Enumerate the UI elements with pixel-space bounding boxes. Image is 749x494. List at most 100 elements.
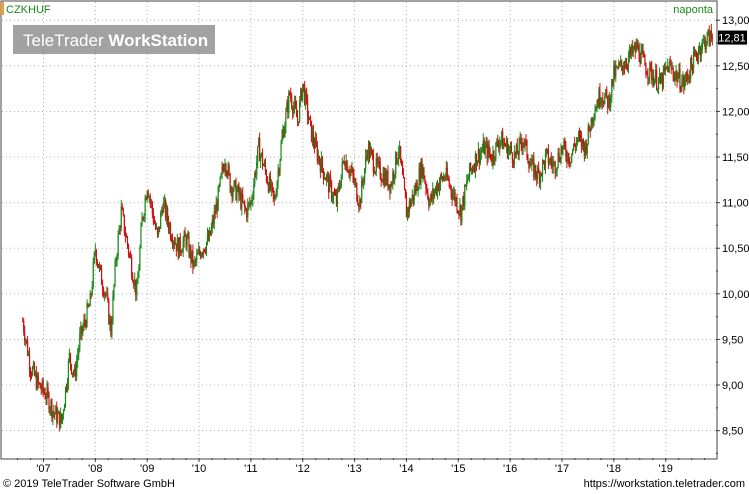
candle-body — [71, 372, 74, 374]
candle-body — [114, 262, 116, 285]
candle-body — [351, 168, 353, 172]
candle-body — [70, 364, 73, 374]
candle-body — [134, 279, 136, 286]
candle-body — [622, 65, 624, 71]
candle-body — [630, 45, 632, 55]
candle-body — [702, 39, 704, 41]
candle-body — [320, 157, 323, 173]
candle-body — [190, 246, 192, 262]
candle-body — [90, 293, 92, 295]
candle-body — [572, 150, 574, 154]
symbol-label[interactable]: CZKHUF — [6, 4, 51, 16]
candle-body — [664, 66, 666, 71]
candle-body — [230, 187, 232, 192]
candle-body — [641, 49, 643, 51]
candle-body — [548, 162, 550, 164]
candle-body — [272, 187, 274, 196]
candle-body — [401, 165, 404, 175]
candle-body — [599, 89, 601, 105]
candle-body — [706, 32, 708, 44]
candle-body — [57, 413, 59, 423]
candle-body — [612, 79, 614, 85]
candle-body — [140, 226, 142, 248]
candle-body — [48, 393, 50, 411]
candle-body — [694, 52, 697, 55]
y-tick-label: 12,00 — [722, 106, 749, 118]
candle-body — [270, 182, 272, 190]
candle-body — [639, 59, 641, 65]
candle-body — [88, 306, 90, 308]
candle-body — [280, 143, 282, 160]
candle-body — [558, 152, 560, 161]
period-label[interactable]: naponta — [673, 4, 714, 16]
candle-body — [242, 194, 244, 202]
candle-body — [417, 189, 419, 192]
candle-body — [344, 163, 346, 169]
candle-body — [182, 241, 184, 252]
candle-body — [678, 68, 680, 78]
candle-body — [132, 276, 134, 282]
candle-body — [263, 163, 266, 166]
candle-body — [297, 121, 300, 123]
candle-body — [496, 140, 498, 143]
candle-body — [421, 160, 423, 177]
candle-body — [486, 142, 488, 159]
candle-body — [84, 319, 86, 323]
candle-body — [597, 103, 599, 107]
candle-body — [164, 200, 166, 203]
candle-body — [555, 170, 557, 174]
candle-body — [259, 138, 261, 162]
candle-body — [662, 67, 665, 87]
candle-body — [236, 190, 238, 200]
candle-body — [708, 29, 710, 46]
candle-body — [557, 152, 559, 167]
candle-body — [405, 198, 408, 218]
candle-body — [387, 171, 389, 188]
candle-body — [175, 243, 177, 252]
candle-body — [291, 98, 293, 108]
candle-body — [148, 197, 150, 199]
candle-body — [478, 149, 480, 163]
candle-body — [392, 172, 394, 185]
candle-body — [22, 321, 24, 323]
website-link[interactable]: https://workstation.teletrader.com — [583, 478, 745, 490]
candle-body — [447, 178, 449, 181]
candle-body — [644, 55, 646, 66]
candle-body — [283, 130, 285, 137]
candle-body — [173, 241, 176, 245]
candle-body — [299, 100, 301, 122]
candle-body — [615, 66, 617, 77]
candle-body — [77, 354, 79, 362]
candle-body — [198, 249, 200, 254]
candle-body — [290, 94, 292, 99]
candle-body — [562, 145, 564, 151]
candle-body — [571, 153, 573, 162]
x-tick-label: '14 — [399, 463, 413, 475]
candle-body — [275, 194, 277, 198]
candle-body — [531, 158, 533, 166]
candle-body — [302, 83, 304, 100]
candle-body — [683, 77, 685, 88]
x-tick-label: '17 — [555, 463, 569, 475]
x-tick-label: '09 — [140, 463, 154, 475]
candle-body — [567, 153, 569, 162]
candle-body — [27, 354, 30, 356]
candle-body — [455, 198, 457, 203]
candle-body — [553, 162, 555, 164]
candle-body — [292, 107, 294, 114]
candle-body — [315, 138, 317, 146]
candle-body — [643, 54, 645, 56]
candle-body — [33, 363, 36, 375]
candle-body — [686, 73, 688, 76]
candle-body — [691, 58, 693, 66]
candle-body — [256, 162, 258, 176]
y-tick-label: 9,00 — [722, 380, 743, 392]
candle-body — [492, 151, 494, 164]
candle-body — [241, 194, 243, 209]
candle-body — [440, 175, 443, 177]
candle-body — [108, 299, 110, 325]
candle-body — [62, 410, 65, 414]
candle-body — [155, 228, 158, 230]
candle-body — [243, 201, 245, 203]
candle-body — [65, 387, 68, 390]
